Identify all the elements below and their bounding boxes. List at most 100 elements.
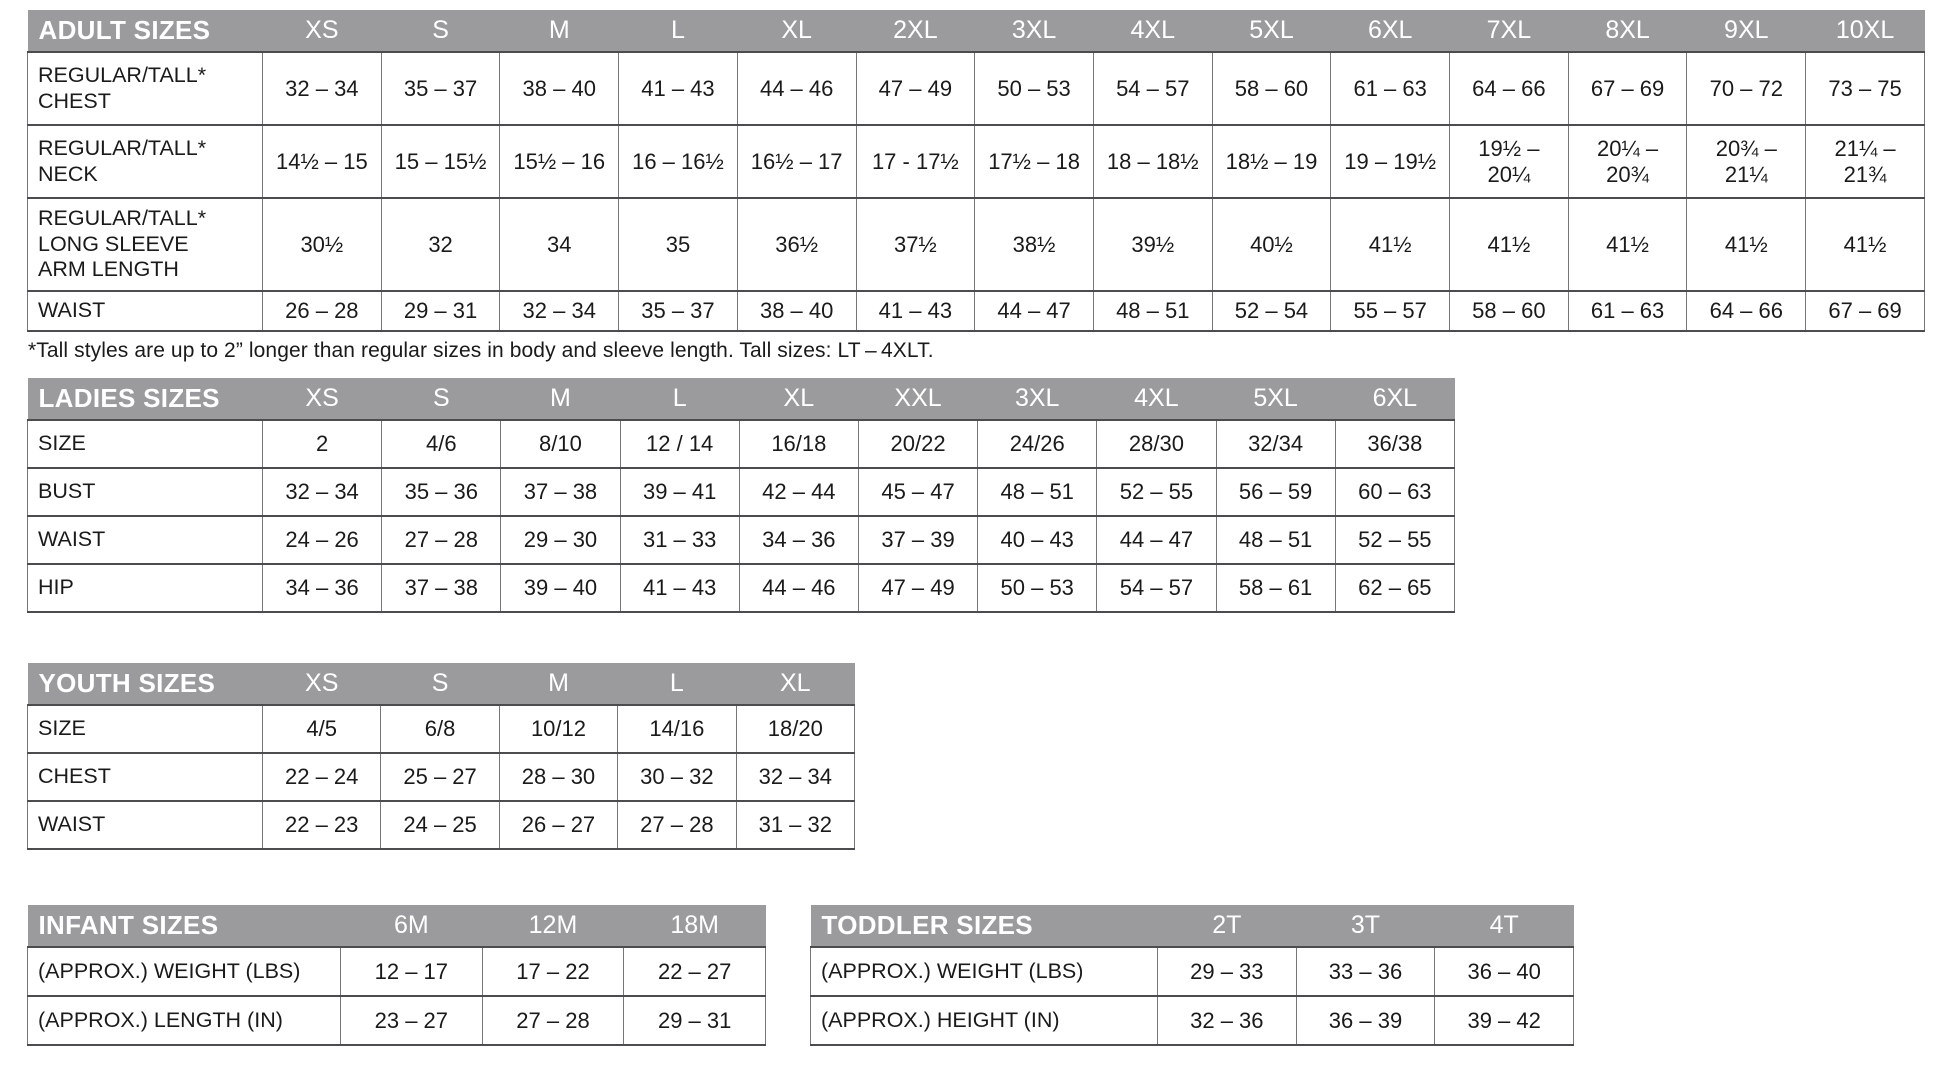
value-cell: 30½ bbox=[262, 197, 382, 292]
value-cell: 37½ bbox=[855, 197, 976, 292]
column-header-m: M bbox=[499, 10, 619, 52]
column-header-4xl: 4XL bbox=[1093, 10, 1213, 52]
value-cell: 17 - 17½ bbox=[855, 124, 976, 199]
value-cell: 39 – 42 bbox=[1434, 995, 1574, 1046]
row-label: REGULAR/TALL* LONG SLEEVE ARM LENGTH bbox=[27, 197, 263, 292]
value-cell: 58 – 61 bbox=[1215, 563, 1336, 613]
column-header-xl: XL bbox=[739, 378, 859, 420]
row-label: CHEST bbox=[27, 752, 263, 802]
value-cell: 34 – 36 bbox=[261, 563, 383, 613]
column-header-xl: XL bbox=[736, 663, 855, 705]
value-cell: 22 – 27 bbox=[623, 946, 766, 997]
column-header-12m: 12M bbox=[482, 905, 624, 947]
table-row: REGULAR/TALL* LONG SLEEVE ARM LENGTH 30½ 3… bbox=[27, 197, 1925, 292]
value-cell: 22 – 23 bbox=[261, 800, 382, 850]
value-cell: 26 – 28 bbox=[262, 290, 382, 332]
value-cell: 44 – 46 bbox=[738, 563, 859, 613]
column-header-xl: XL bbox=[737, 10, 857, 52]
value-cell: 58 – 60 bbox=[1211, 51, 1332, 126]
table-row: WAIST 22 – 23 24 – 25 26 – 27 27 – 28 31 – 32 bbox=[27, 800, 856, 850]
value-cell: 24/26 bbox=[977, 419, 1098, 469]
column-header-xs: XS bbox=[262, 663, 381, 705]
value-cell: 2 bbox=[261, 419, 383, 469]
value-cell: 31 – 33 bbox=[619, 515, 740, 565]
table-row: BUST 32 – 34 35 – 36 37 – 38 39 – 41 42 – 44 4… bbox=[27, 467, 1456, 517]
value-cell: 64 – 66 bbox=[1449, 51, 1569, 126]
ladies-sizes-table: LADIES SIZES XS S M L XL XXL 3XL 4XL 5XL 6XL SIZE 2 4… bbox=[27, 378, 1456, 613]
value-cell: 19½ – 20¼ bbox=[1449, 124, 1569, 199]
row-label: HIP bbox=[27, 563, 263, 613]
value-cell: 21¼ – 21¾ bbox=[1805, 124, 1925, 199]
table-row: SIZE 2 4/6 8/10 12 / 14 16/18 20/22 24/26 28/30 3… bbox=[27, 419, 1456, 469]
table-row: SIZE 4/5 6/8 10/12 14/16 18/20 bbox=[27, 704, 856, 754]
value-cell: 36/38 bbox=[1334, 419, 1456, 469]
value-cell: 29 – 31 bbox=[623, 995, 766, 1046]
value-cell: 33 – 36 bbox=[1295, 946, 1436, 997]
value-cell: 32 – 34 bbox=[262, 51, 382, 126]
table-row: (APPROX.) WEIGHT (LBS) 12 – 17 17 – 22 22 –… bbox=[27, 946, 766, 997]
value-cell: 28 – 30 bbox=[498, 752, 619, 802]
value-cell: 54 – 57 bbox=[1092, 51, 1213, 126]
value-cell: 12 / 14 bbox=[619, 419, 740, 469]
column-header-xxl: XXL bbox=[858, 378, 978, 420]
value-cell: 15 – 15½ bbox=[380, 124, 501, 199]
column-header-10xl: 10XL bbox=[1805, 10, 1925, 52]
column-header-8xl: 8XL bbox=[1568, 10, 1687, 52]
ladies-header-row: LADIES SIZES XS S M L XL XXL 3XL 4XL 5XL 6XL bbox=[27, 378, 1455, 420]
row-label: REGULAR/TALL* CHEST bbox=[27, 51, 263, 126]
column-header-l: L bbox=[620, 378, 740, 420]
value-cell: 52 – 55 bbox=[1096, 467, 1217, 517]
value-cell: 18 – 18½ bbox=[1092, 124, 1213, 199]
youth-sizes-table: YOUTH SIZES XS S M L XL SIZE 4/5 6/8 10/12 14/16 18… bbox=[27, 663, 856, 850]
row-label: BUST bbox=[27, 467, 263, 517]
value-cell: 20/22 bbox=[857, 419, 979, 469]
value-cell: 41½ bbox=[1330, 197, 1451, 292]
row-label: WAIST bbox=[27, 800, 263, 850]
column-header-l: L bbox=[617, 663, 737, 705]
value-cell: 40 – 43 bbox=[977, 515, 1098, 565]
row-label: (APPROX.) LENGTH (IN) bbox=[27, 995, 341, 1046]
value-cell: 42 – 44 bbox=[738, 467, 859, 517]
infant-header-row: INFANT SIZES 6M 12M 18M bbox=[27, 905, 766, 947]
column-header-s: S bbox=[380, 663, 500, 705]
column-header-xs: XS bbox=[262, 378, 382, 420]
value-cell: 32 – 34 bbox=[499, 290, 620, 332]
column-header-m: M bbox=[500, 378, 621, 420]
value-cell: 16½ – 17 bbox=[736, 124, 857, 199]
value-cell: 38½ bbox=[974, 197, 1094, 292]
column-header-xs: XS bbox=[262, 10, 382, 52]
value-cell: 55 – 57 bbox=[1330, 290, 1451, 332]
value-cell: 37 – 38 bbox=[500, 467, 621, 517]
row-label: WAIST bbox=[27, 515, 263, 565]
tall-sizes-footnote: *Tall styles are up to 2” longer than re… bbox=[28, 339, 934, 362]
value-cell: 23 – 27 bbox=[340, 995, 483, 1046]
column-header-4xl: 4XL bbox=[1096, 378, 1216, 420]
value-cell: 24 – 25 bbox=[380, 800, 500, 850]
column-header-l: L bbox=[618, 10, 738, 52]
row-label: (APPROX.) HEIGHT (IN) bbox=[810, 995, 1158, 1046]
value-cell: 47 – 49 bbox=[855, 51, 976, 126]
value-cell: 34 – 36 bbox=[738, 515, 859, 565]
column-header-3xl: 3XL bbox=[977, 378, 1097, 420]
column-header-9xl: 9XL bbox=[1686, 10, 1806, 52]
value-cell: 35 – 36 bbox=[381, 467, 502, 517]
toddler-sizes-table: TODDLER SIZES 2T 3T 4T (APPROX.) WEIGHT (LBS… bbox=[810, 905, 1574, 1046]
row-label: WAIST bbox=[27, 290, 263, 332]
value-cell: 32 – 34 bbox=[735, 752, 856, 802]
adult-header-row: ADULT SIZES XS S M L XL 2XL 3XL 4XL 5XL 6XL 7XL 8XL 9… bbox=[27, 10, 1925, 52]
column-header-s: S bbox=[381, 378, 501, 420]
value-cell: 41 – 43 bbox=[855, 290, 976, 332]
value-cell: 38 – 40 bbox=[499, 51, 620, 126]
value-cell: 31 – 32 bbox=[735, 800, 856, 850]
column-header-m: M bbox=[499, 663, 618, 705]
value-cell: 44 – 46 bbox=[736, 51, 857, 126]
value-cell: 4/6 bbox=[381, 419, 502, 469]
table-row: WAIST 26 – 28 29 – 31 32 – 34 35 – 37 38 – 40… bbox=[27, 290, 1925, 332]
toddler-table-title: TODDLER SIZES bbox=[810, 905, 1158, 947]
table-row: (APPROX.) HEIGHT (IN) 32 – 36 36 – 39 39 – … bbox=[810, 995, 1574, 1046]
value-cell: 36 – 39 bbox=[1295, 995, 1436, 1046]
value-cell: 52 – 54 bbox=[1211, 290, 1332, 332]
value-cell: 61 – 63 bbox=[1330, 51, 1451, 126]
column-header-5xl: 5XL bbox=[1212, 10, 1331, 52]
